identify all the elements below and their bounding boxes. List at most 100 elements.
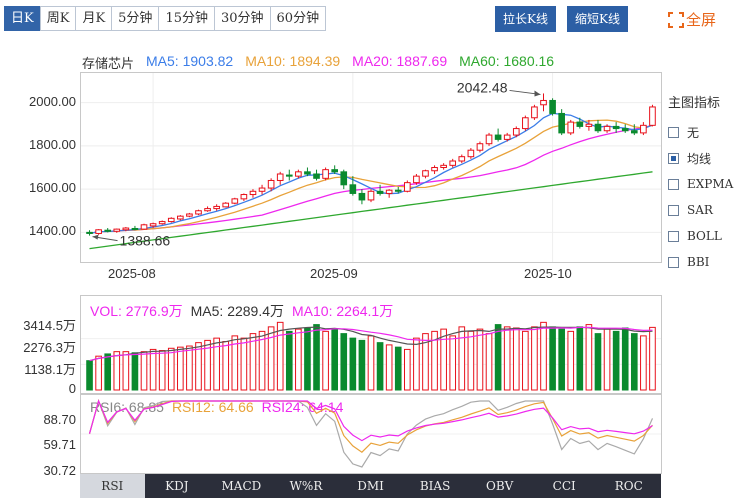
rsi-legend: RSI6: 68.85 RSI12: 64.66 RSI24: 64.14 (90, 399, 351, 415)
candle (358, 189, 366, 205)
indicator-option-1[interactable]: 均线 (668, 145, 735, 171)
rsi-axis-label: 30.72 (43, 463, 76, 478)
period-tab-6[interactable]: 60分钟 (269, 6, 327, 31)
candle-body (285, 174, 293, 177)
ma20-line (89, 124, 653, 235)
candle (177, 215, 184, 221)
indicator-tab-2[interactable]: MACD (221, 479, 262, 493)
volume-bar (249, 333, 257, 391)
indicator-tabs: RSI KDJ MACD W%R DMI BIAS OBV CCI ROC (80, 474, 661, 498)
volume-bar (422, 333, 429, 391)
indicator-option-2[interactable]: EXPMA (668, 171, 735, 197)
volume-bar (231, 335, 239, 391)
rsi24-legend: RSI24: 64.14 (261, 399, 344, 415)
candle-body (458, 156, 466, 162)
period-tab-5[interactable]: 30分钟 (213, 6, 271, 31)
shrink-kline-button[interactable]: 缩短K线 (567, 6, 628, 32)
indicator-checkbox[interactable] (668, 256, 679, 268)
indicator-option-label: SAR (687, 203, 713, 217)
volume-bar (467, 330, 475, 391)
indicator-option-3[interactable]: SAR (668, 197, 735, 223)
candle-body (86, 231, 93, 234)
candle-body (186, 213, 193, 217)
period-tab-1[interactable]: 周K (39, 6, 77, 31)
candle-body (177, 215, 184, 220)
volume-bar (567, 330, 575, 391)
candle (186, 212, 193, 218)
candle (630, 124, 638, 136)
indicator-tab-1[interactable]: KDJ (165, 479, 189, 493)
candle (576, 117, 584, 129)
volume-legend: VOL: 2776.9万 MA5: 2289.4万 MA10: 2264.1万 (90, 301, 401, 321)
indicator-checkbox[interactable] (668, 204, 679, 216)
volume-bar (485, 333, 493, 391)
candle-body (113, 228, 121, 232)
indicator-tab-8[interactable]: ROC (614, 479, 643, 493)
indicator-tab-7[interactable]: CCI (552, 479, 576, 493)
candle (485, 132, 493, 146)
rsi-chart[interactable] (80, 394, 662, 474)
indicator-tab-5[interactable]: BIAS (419, 479, 451, 493)
indicator-checkbox[interactable] (668, 230, 679, 242)
candle-body (131, 227, 139, 230)
volume-bar (621, 327, 629, 391)
indicator-tab-6[interactable]: OBV (485, 479, 514, 493)
candle-body (621, 128, 629, 132)
high-price-label: 2042.48 (457, 79, 508, 95)
volume-bar (404, 348, 411, 391)
candle-body (304, 171, 311, 175)
candle-body (512, 128, 520, 136)
period-tab-4[interactable]: 15分钟 (158, 6, 215, 31)
volume-bar (340, 333, 348, 391)
toolbar: 日K 周K 月K 5分钟 15分钟 30分钟 60分钟 拉长K线 缩短K线 全屏 (0, 0, 735, 38)
fullscreen-button[interactable]: 全屏 (668, 9, 716, 30)
period-tab-0[interactable]: 日K (4, 6, 41, 31)
candle-body (476, 143, 484, 151)
volume-bar (449, 335, 457, 391)
candle (86, 230, 93, 236)
indicator-tab-4[interactable]: DMI (357, 479, 384, 493)
volume-bar (585, 324, 593, 391)
indicator-option-5[interactable]: BBI (668, 249, 735, 275)
low-arrow (92, 234, 99, 240)
volume-bar (95, 355, 102, 391)
candle (594, 119, 602, 133)
volume-bar (413, 337, 420, 391)
volume-bar (331, 328, 338, 391)
stretch-kline-button[interactable]: 拉长K线 (495, 6, 556, 32)
volume-bar (295, 328, 302, 391)
volume-bar (494, 324, 502, 391)
candle-body (449, 160, 457, 166)
indicator-option-0[interactable]: 无 (668, 119, 735, 145)
candle-body (649, 106, 656, 126)
volume-chart[interactable] (80, 295, 662, 394)
indicator-tab-0[interactable]: RSI (80, 474, 145, 498)
period-tab-2[interactable]: 月K (75, 6, 113, 31)
indicator-checkbox[interactable] (668, 126, 679, 138)
date-axis-label: 2025-08 (108, 266, 156, 281)
volume-axis-label: 2276.3万 (23, 340, 76, 355)
ma60-line (89, 171, 653, 250)
candle (340, 169, 348, 190)
candle (612, 122, 620, 133)
candle-body (95, 229, 102, 234)
volume-bar (603, 328, 611, 391)
candle-body (503, 134, 511, 140)
candle-body (295, 171, 302, 177)
candle-body (494, 134, 502, 140)
indicator-option-4[interactable]: BOLL (668, 223, 735, 249)
candle (512, 126, 520, 138)
volume-bar (630, 333, 638, 391)
indicator-checkbox[interactable] (668, 178, 679, 190)
period-tab-3[interactable]: 5分钟 (111, 6, 160, 31)
indicator-checkbox[interactable] (668, 152, 679, 164)
candle (349, 176, 357, 196)
date-axis-label: 2025-09 (310, 266, 358, 281)
indicator-tab-3[interactable]: W%R (289, 479, 323, 493)
indicator-option-label: BOLL (687, 229, 722, 243)
candle-body (422, 170, 429, 177)
candle (240, 193, 248, 202)
candlestick-chart[interactable]: 2042.48 1388.66 (80, 72, 662, 263)
low-price-label: 1388.66 (120, 233, 171, 249)
volume-bar (640, 335, 647, 391)
